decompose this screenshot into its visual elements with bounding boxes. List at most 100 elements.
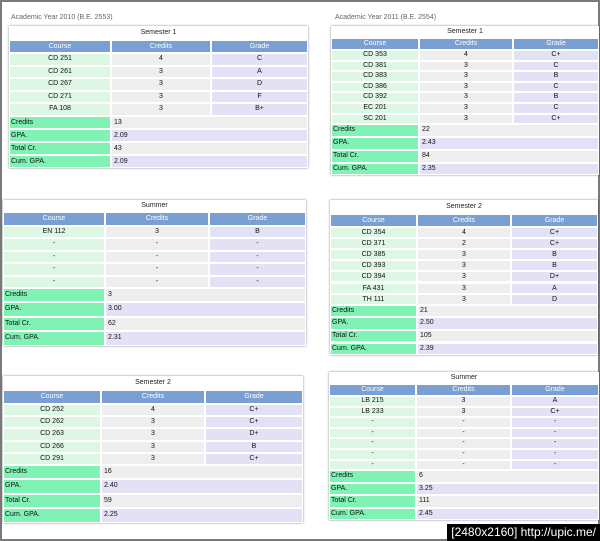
- grade-cell: C+: [205, 416, 303, 429]
- course-code-cell: CD 381: [331, 60, 419, 72]
- gpa-value: 3.25: [416, 482, 599, 496]
- course-code-cell: CD 353: [331, 50, 419, 61]
- credits-label: Credits: [330, 304, 417, 318]
- grade-column-header: Grade: [209, 212, 306, 226]
- grade-cell: C+: [511, 238, 598, 250]
- credits-cell: -: [105, 238, 209, 251]
- grade-cell: C+: [511, 406, 599, 418]
- grade-cell: -: [209, 263, 306, 276]
- course-code-cell: CD 291: [3, 452, 101, 465]
- credits-cell: -: [416, 449, 511, 460]
- course-code-cell: -: [329, 438, 416, 449]
- gpa-value: 2.50: [417, 317, 598, 330]
- grade-cell: -: [209, 250, 306, 264]
- grade-cell: F: [211, 90, 308, 104]
- cum-gpa-label: Cum. GPA.: [9, 155, 111, 168]
- cum-gpa-value: 2.35: [419, 162, 599, 176]
- credits-value: 21: [417, 304, 598, 318]
- credits-label: Credits: [9, 116, 111, 129]
- grade-cell: D+: [511, 271, 598, 283]
- gpa-value: 2.40: [101, 479, 303, 494]
- grade-cell: A: [511, 396, 599, 407]
- course-column-header: Course: [9, 40, 111, 53]
- course-code-cell: LB 233: [329, 406, 416, 418]
- grade-cell: C: [513, 81, 599, 93]
- grade-cell: C+: [511, 227, 598, 239]
- course-code-cell: EN 112: [3, 226, 105, 239]
- course-code-cell: TH 111: [330, 293, 417, 305]
- total-credits-value: 105: [417, 329, 598, 343]
- course-code-cell: -: [329, 427, 416, 439]
- course-code-cell: -: [329, 449, 416, 460]
- credits-value: 6: [416, 470, 599, 483]
- total-credits-value: 43: [111, 142, 308, 155]
- grade-cell: -: [511, 427, 599, 439]
- credits-cell: 4: [417, 227, 511, 239]
- credits-cell: 3: [111, 78, 211, 91]
- credits-cell: 3: [416, 396, 511, 407]
- cum-gpa-label: Cum. GPA.: [3, 508, 101, 523]
- credits-cell: 3: [101, 452, 205, 465]
- credits-column-header: Credits: [101, 390, 205, 404]
- gpa-value: 2.09: [111, 129, 308, 142]
- grade-cell: A: [211, 65, 308, 79]
- academic-year-2011-caption: Academic Year 2011 (B.E. 2554): [335, 14, 437, 21]
- semester-title: Summer: [450, 374, 478, 381]
- ay2011-semester-2-table: Semester 2 Course Credits Grade CD 354 4 C+ CD …: [330, 200, 598, 356]
- credits-cell: 3: [419, 60, 513, 72]
- grade-cell: -: [511, 438, 599, 449]
- cum-gpa-value: 2.25: [101, 508, 303, 523]
- course-code-cell: CD 271: [9, 90, 111, 104]
- course-code-cell: CD 263: [3, 428, 101, 441]
- gpa-label: GPA.: [329, 482, 416, 496]
- total-credits-label: Total Cr.: [3, 316, 105, 332]
- course-code-cell: -: [3, 238, 105, 251]
- gpa-value: 2.43: [419, 137, 599, 150]
- course-code-cell: CD 394: [330, 271, 417, 283]
- credits-cell: 3: [101, 416, 205, 429]
- grade-cell: B: [513, 92, 599, 103]
- credits-cell: 3: [417, 271, 511, 283]
- course-code-cell: -: [3, 263, 105, 276]
- gpa-label: GPA.: [9, 129, 111, 142]
- grade-cell: B+: [211, 103, 308, 116]
- total-credits-value: 84: [419, 149, 599, 163]
- gpa-label: GPA.: [3, 479, 101, 494]
- course-code-cell: CD 251: [9, 53, 111, 66]
- credits-cell: 3: [111, 90, 211, 104]
- grade-cell: C+: [513, 50, 599, 61]
- credits-value: 16: [101, 465, 303, 480]
- credits-label: Credits: [329, 470, 416, 483]
- credits-value: 3: [105, 288, 306, 303]
- course-code-cell: -: [3, 275, 105, 288]
- cum-gpa-value: 2.39: [417, 342, 598, 356]
- course-column-header: Course: [331, 38, 419, 50]
- grade-cell: -: [511, 417, 599, 428]
- semester-title: Summer: [141, 202, 168, 209]
- course-code-cell: SC 201: [331, 113, 419, 125]
- course-code-cell: LB 215: [329, 396, 416, 407]
- cum-gpa-value: 2.31: [105, 331, 306, 346]
- credits-cell: -: [105, 250, 209, 264]
- credits-cell: 4: [419, 50, 513, 61]
- cum-gpa-label: Cum. GPA.: [330, 342, 417, 356]
- course-code-cell: CD 262: [3, 416, 101, 429]
- total-credits-label: Total Cr.: [9, 142, 111, 155]
- course-code-cell: FA 108: [9, 103, 111, 116]
- cum-gpa-label: Cum. GPA.: [329, 507, 416, 521]
- grade-cell: C+: [205, 404, 303, 417]
- course-code-cell: CD 354: [330, 227, 417, 239]
- credits-cell: 3: [416, 406, 511, 418]
- cum-gpa-value: 2.09: [111, 155, 308, 168]
- credits-cell: -: [416, 459, 511, 471]
- credits-cell: 4: [101, 404, 205, 417]
- course-code-cell: CD 267: [9, 78, 111, 91]
- course-code-cell: CD 266: [3, 440, 101, 453]
- cum-gpa-value: 2.45: [416, 507, 599, 521]
- semester-title: Semester 1: [447, 28, 483, 35]
- grade-cell: D: [511, 293, 598, 305]
- grade-cell: C: [513, 60, 599, 72]
- gpa-value: 3.00: [105, 302, 306, 317]
- cum-gpa-label: Cum. GPA.: [3, 331, 105, 346]
